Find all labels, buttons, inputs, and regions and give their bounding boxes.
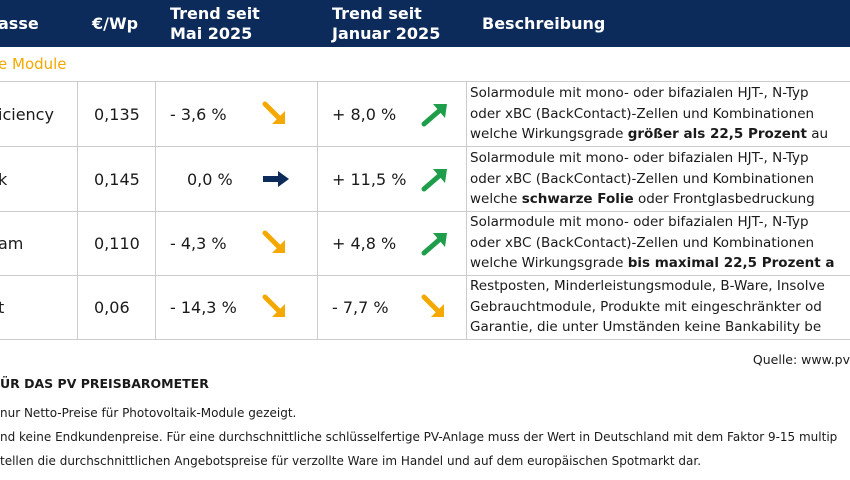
table-header: asse €/Wp Trend seit Mai 2025 Trend seit J… [0, 0, 850, 47]
table-row: iciency 0,135 - 3,6 % + 8,0 % Solarmodul… [0, 82, 850, 146]
module-class: am [0, 233, 24, 253]
column-divider [155, 81, 156, 340]
column-divider [317, 81, 318, 340]
table-row: k 0,145 0,0 % + 11,5 % Solarmodule mit m… [0, 147, 850, 211]
table-row: am 0,110 - 4,3 % + 4,8 % Solarmodule mit… [0, 211, 850, 275]
price-value: 0,06 [94, 297, 130, 317]
row-divider [0, 146, 850, 147]
table-row: t 0,06 - 14,3 % - 7,7 % Restposten, Mind… [0, 275, 850, 339]
section-label: e Module [0, 55, 67, 73]
footnote: tellen die durchschnittlichen Angebotspr… [0, 454, 702, 468]
description: Solarmodule mit mono- oder bifazialen HJ… [470, 214, 835, 271]
arrow-down-right-icon [262, 211, 288, 275]
arrow-up-right-icon [421, 147, 449, 211]
trend-mai-value: - 14,3 % [170, 297, 237, 317]
footnote: nd keine Endkundenpreise. Für eine durch… [0, 430, 838, 444]
row-divider [0, 339, 850, 340]
trend-mai-value: - 4,3 % [170, 233, 227, 253]
row-divider [0, 275, 850, 276]
description: Solarmodule mit mono- oder bifazialen HJ… [470, 150, 815, 207]
arrow-down-right-icon [262, 82, 288, 146]
description: Solarmodule mit mono- oder bifazialen HJ… [470, 85, 829, 142]
trend-januar-value: + 4,8 % [332, 233, 397, 253]
trend-mai-value: 0,0 % [187, 169, 233, 189]
header-trend-januar: Trend seit Januar 2025 [332, 3, 441, 43]
module-class: iciency [0, 104, 54, 124]
row-divider [0, 81, 850, 82]
column-divider [77, 81, 78, 340]
trend-januar-value: + 11,5 % [332, 169, 407, 189]
module-class: k [0, 169, 8, 189]
trend-januar-value: - 7,7 % [332, 297, 389, 317]
footnote: nur Netto-Preise für Photovoltaik-Module… [0, 406, 297, 420]
header-trend-mai: Trend seit Mai 2025 [170, 3, 260, 43]
header-beschreibung: Beschreibung [482, 13, 606, 33]
source-link[interactable]: Quelle: www.pv [752, 352, 850, 367]
header-price: €/Wp [92, 13, 139, 33]
module-class: t [0, 297, 5, 317]
header-klasse: asse [0, 13, 39, 33]
trend-mai-value: - 3,6 % [170, 104, 227, 124]
description: Restposten, Minderleistungsmodule, B-War… [470, 278, 825, 335]
footnote-title: ÜR DAS PV PREISBAROMETER [0, 376, 209, 391]
trend-januar-value: + 8,0 % [332, 104, 397, 124]
arrow-right-icon [262, 147, 290, 211]
arrow-down-right-icon [262, 275, 288, 339]
price-value: 0,145 [94, 169, 140, 189]
arrow-up-right-icon [421, 211, 449, 275]
row-divider [0, 211, 850, 212]
price-value: 0,110 [94, 233, 140, 253]
price-value: 0,135 [94, 104, 140, 124]
column-divider [466, 81, 467, 340]
arrow-down-right-icon [421, 275, 447, 339]
arrow-up-right-icon [421, 82, 449, 146]
